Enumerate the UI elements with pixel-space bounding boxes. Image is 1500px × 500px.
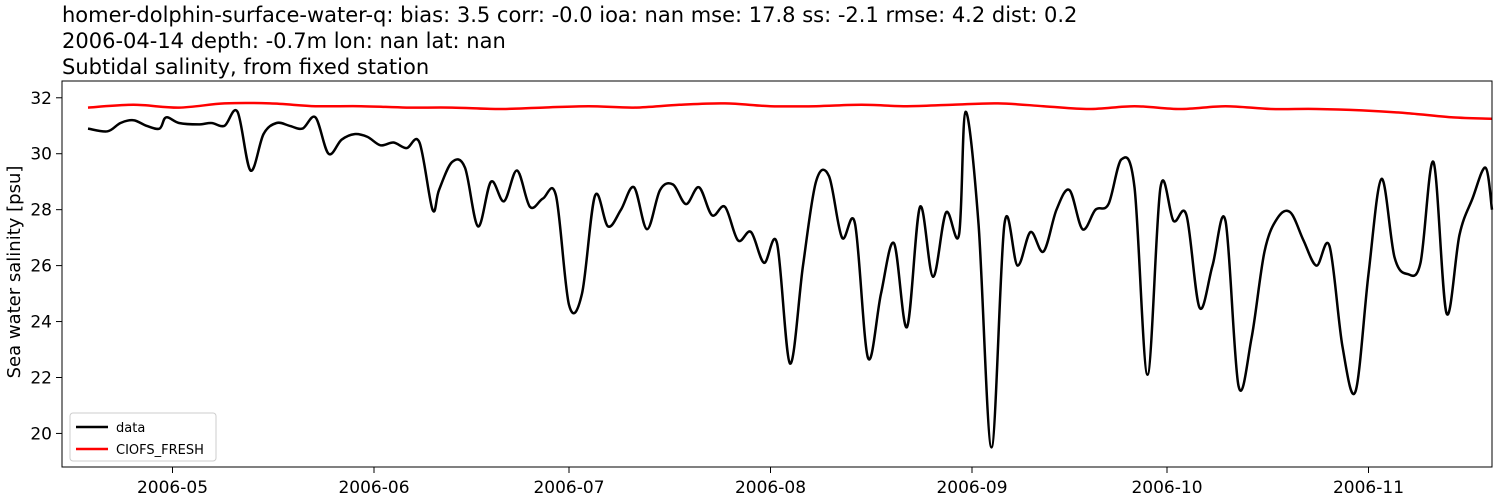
chart-title-line-2: 2006-04-14 depth: -0.7m lon: nan lat: na… [62, 29, 506, 53]
x-tick-label: 2006-05 [137, 478, 208, 498]
series-layer [87, 101, 1494, 449]
plot-area-frame [61, 80, 1493, 468]
y-axis-ticks: 20 22 24 26 28 30 32 [30, 89, 62, 444]
x-tick-label: 2006-11 [1333, 478, 1404, 498]
x-tick-label: 2006-10 [1131, 478, 1202, 498]
y-tick-label: 22 [30, 368, 52, 388]
legend-label-ciofs-fresh: CIOFS_FRESH [116, 443, 204, 458]
chart-title-line-1: homer-dolphin-surface-water-q: bias: 3.5… [62, 3, 1077, 27]
x-tick-label: 2006-06 [338, 478, 409, 498]
x-tick-label: 2006-08 [735, 478, 806, 498]
y-tick-label: 24 [30, 313, 52, 333]
x-tick-label: 2006-07 [533, 478, 604, 498]
y-tick-label: 20 [30, 424, 52, 444]
series-line-ciofs-fresh [87, 101, 1493, 121]
legend-label-data: data [116, 421, 145, 436]
y-tick-label: 32 [30, 89, 52, 109]
y-tick-label: 30 [30, 145, 52, 165]
chart-title-line-3: Subtidal salinity, from fixed station [62, 55, 429, 79]
legend: data CIOFS_FRESH [69, 412, 217, 462]
x-axis-ticks: 2006-05 2006-06 2006-07 2006-08 2006-09 2006-… [137, 467, 1404, 498]
y-tick-label: 28 [30, 201, 52, 221]
series-line-data [87, 108, 1494, 449]
y-axis-label: Sea water salinity [psu] [4, 166, 25, 379]
x-tick-label: 2006-09 [936, 478, 1007, 498]
chart-title-block: homer-dolphin-surface-water-q: bias: 3.5… [62, 3, 1077, 79]
y-tick-label: 26 [30, 257, 52, 277]
